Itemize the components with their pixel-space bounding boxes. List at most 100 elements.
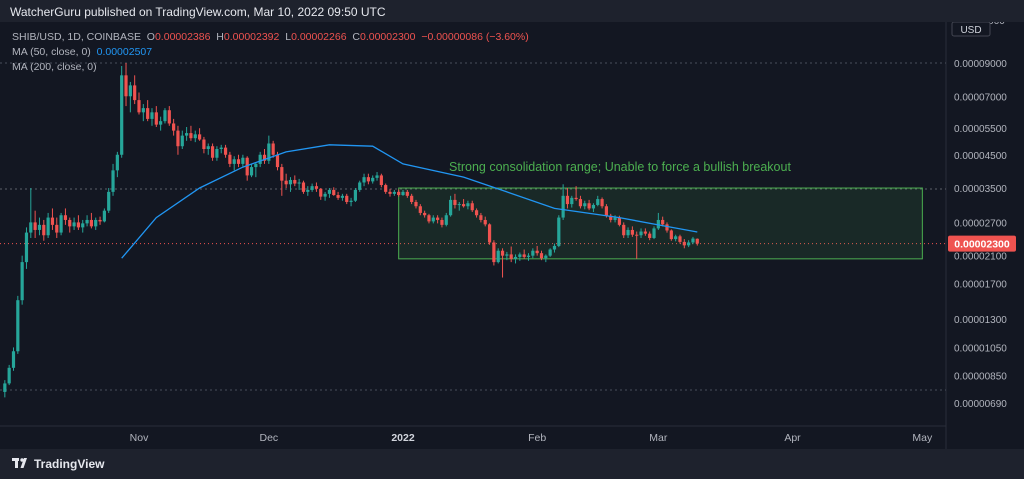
currency-box[interactable] — [951, 22, 991, 37]
candle — [167, 106, 171, 126]
candle-body — [470, 203, 474, 211]
tradingview-brand[interactable]: TradingView — [12, 457, 104, 471]
candle-body — [249, 167, 254, 176]
candle — [609, 213, 613, 223]
price-axis-ticks: 0.000120000.000090000.000070000.00005500… — [952, 22, 1007, 410]
candle — [423, 210, 427, 218]
candle-body — [561, 195, 565, 218]
candle — [544, 254, 548, 263]
candle-body — [137, 100, 141, 113]
ma50-line[interactable] — [121, 144, 698, 259]
candle-body — [596, 199, 600, 205]
candle — [59, 212, 63, 236]
candle-body — [401, 191, 405, 196]
candle-body — [513, 256, 518, 259]
candle-body — [479, 215, 483, 220]
candle — [107, 188, 111, 213]
candle-body — [107, 191, 111, 211]
candle — [427, 213, 431, 224]
symbol-label[interactable]: SHIB/USD, 1D, COINBASE — [12, 31, 141, 43]
candle — [29, 188, 33, 238]
candle — [228, 151, 232, 168]
candle-body — [42, 224, 46, 236]
candle — [461, 199, 466, 208]
candle-body — [388, 191, 392, 194]
candle-body — [7, 367, 11, 384]
candle-body — [163, 110, 167, 122]
candle — [81, 219, 85, 233]
candle — [180, 130, 184, 150]
candle — [340, 193, 345, 201]
candle — [392, 189, 396, 196]
time-tick-label: May — [912, 432, 933, 444]
candle — [457, 201, 461, 211]
candle — [453, 193, 457, 209]
candle-body — [461, 204, 466, 207]
candle-body — [570, 197, 574, 205]
candle-body — [630, 229, 634, 235]
candle-body — [133, 85, 137, 101]
candle — [310, 183, 314, 192]
candle — [526, 253, 531, 261]
candle-body — [539, 253, 544, 259]
candle — [323, 191, 327, 201]
candle — [466, 200, 470, 210]
candle-body — [526, 255, 531, 257]
candle — [72, 217, 76, 230]
candle — [146, 100, 150, 122]
candle-body — [371, 177, 375, 182]
candle-body — [94, 219, 98, 227]
candle-body — [436, 217, 440, 220]
candle — [215, 146, 219, 161]
candle-body — [565, 195, 570, 205]
candle-body — [466, 203, 470, 207]
candle — [431, 215, 435, 224]
candle-body — [414, 201, 418, 207]
candle — [648, 231, 652, 241]
candle-body — [349, 200, 353, 202]
price-tick-label: 0.00000850 — [954, 371, 1007, 382]
candle-body — [474, 210, 479, 216]
candle-body — [262, 154, 267, 161]
candle-body — [293, 179, 297, 184]
candle-body — [518, 254, 522, 257]
price-chart[interactable]: Strong consolidation range; Unable to fo… — [0, 22, 1024, 449]
candle — [552, 243, 557, 253]
candle-body — [11, 351, 16, 368]
candle — [583, 200, 587, 210]
candle — [661, 216, 665, 227]
candle-body — [682, 241, 686, 246]
candle-body — [652, 228, 656, 238]
ma200-legend[interactable]: MA (200, close, 0) — [12, 61, 97, 73]
time-tick-label: Nov — [130, 432, 149, 444]
candle-body — [648, 233, 652, 238]
candle-body — [310, 186, 314, 190]
consolidation-range-box[interactable] — [398, 187, 923, 260]
candle — [397, 189, 401, 197]
ma50-legend[interactable]: MA (50, close, 0) 0.00002507 — [12, 46, 152, 58]
candle-body — [384, 185, 388, 192]
candle-body — [423, 212, 427, 216]
candle-body — [37, 224, 42, 230]
candle — [3, 380, 7, 398]
candle — [115, 151, 119, 178]
candle-body — [353, 189, 357, 201]
candle-body — [674, 236, 678, 240]
candle — [42, 219, 46, 241]
candle — [193, 130, 197, 143]
candle-body — [68, 219, 72, 227]
candle — [111, 163, 115, 196]
candle-body — [254, 163, 258, 168]
candle — [444, 212, 448, 227]
candle-body — [20, 262, 24, 301]
candle — [241, 154, 245, 167]
candle — [120, 65, 124, 158]
candle-body — [544, 255, 548, 259]
candle — [492, 240, 496, 266]
candle — [336, 191, 340, 200]
candle — [643, 228, 647, 236]
candle — [565, 188, 570, 209]
candle — [332, 187, 336, 196]
candle — [258, 151, 262, 168]
candle-body — [232, 159, 236, 164]
